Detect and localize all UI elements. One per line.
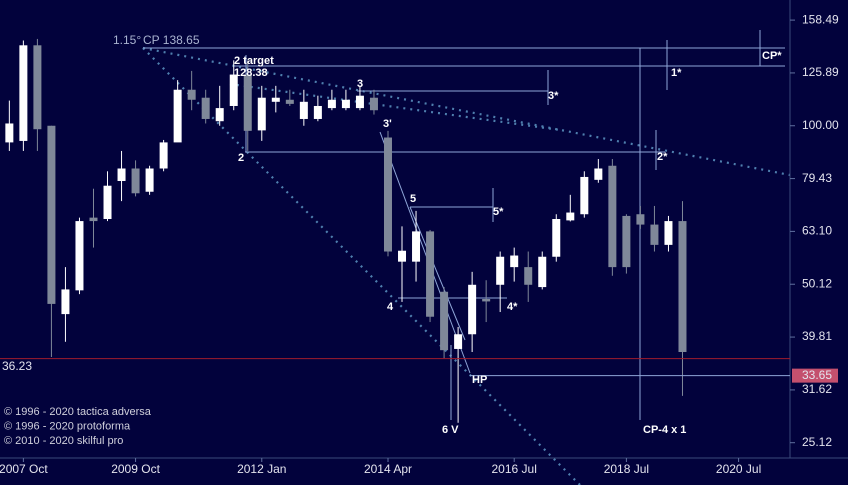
y-tick-label: 100.00 <box>802 118 839 132</box>
y-tick-label: 125.89 <box>802 65 839 79</box>
copyright: © 2010 - 2020 skilful pro <box>4 435 123 447</box>
candle-body <box>173 89 182 143</box>
candle-body <box>369 97 378 111</box>
annotation: CP* <box>762 50 782 62</box>
candle-body <box>383 137 392 252</box>
candle-body <box>75 221 84 291</box>
candle-body <box>608 165 617 268</box>
level-line <box>379 131 471 374</box>
y-tick-label: 25.12 <box>802 435 832 449</box>
candle-body <box>159 142 168 169</box>
candle-body <box>426 231 435 317</box>
candle-body <box>229 74 238 106</box>
candle-body <box>19 45 28 141</box>
candle-body <box>622 215 631 268</box>
annotation: 6 V <box>442 424 459 436</box>
candle-body <box>650 224 659 245</box>
candle-body <box>285 99 294 104</box>
annotation: 4* <box>507 301 518 313</box>
candle-body <box>313 105 322 119</box>
candle-body <box>257 97 266 131</box>
candle-body <box>636 214 645 225</box>
annotation: 5 <box>410 193 416 205</box>
candle-body <box>510 255 519 268</box>
candle-body <box>299 101 308 119</box>
candle-body <box>117 168 126 181</box>
trend-line <box>142 46 791 177</box>
price-label: 36.23 <box>2 359 32 373</box>
x-tick-label: 2009 Oct <box>111 462 160 476</box>
candle-body <box>187 89 196 100</box>
candle-body <box>552 219 561 257</box>
candle-body <box>496 256 505 285</box>
candle-body <box>580 176 589 215</box>
copyright: © 1996 - 2020 protoforma <box>4 420 131 432</box>
candle-body <box>341 99 350 109</box>
price-label: 33.65 <box>802 368 832 382</box>
candle-body <box>145 168 154 192</box>
x-tick-label: 2007 Oct <box>0 462 48 476</box>
annotation: 3' <box>383 118 392 130</box>
annotation: 1.15° <box>113 33 141 47</box>
x-tick-label: 2014 Apr <box>364 462 412 476</box>
annotation: 2 <box>238 152 244 164</box>
candle-body <box>412 231 421 262</box>
candle-body <box>594 168 603 180</box>
x-tick-label: 2018 Jul <box>604 462 649 476</box>
candle-body <box>482 298 491 302</box>
candle-body <box>440 291 449 351</box>
candle-body <box>33 45 42 130</box>
annotation: 128.38 <box>234 67 268 79</box>
level-line <box>409 206 466 341</box>
x-tick-label: 2020 Jul <box>716 462 761 476</box>
y-tick-label: 50.12 <box>802 276 832 290</box>
candle-body <box>468 284 477 335</box>
candle-body <box>103 185 112 220</box>
candle-body <box>566 212 575 221</box>
candle-body <box>131 168 140 194</box>
candle-body <box>524 267 533 285</box>
annotation: 5* <box>493 206 504 218</box>
candle-body <box>454 334 463 349</box>
copyright: © 1996 - 2020 tactica adversa <box>4 406 152 418</box>
price-label-box <box>792 368 838 383</box>
y-tick-label: 158.49 <box>802 12 839 26</box>
annotation: HP <box>472 374 487 386</box>
candle-body <box>215 108 224 122</box>
candle-body <box>243 74 252 131</box>
annotation: 4 <box>387 301 394 313</box>
x-tick-label: 2016 Jul <box>492 462 537 476</box>
candle-body <box>61 289 70 315</box>
candle-body <box>89 217 98 222</box>
candle-body <box>678 221 687 353</box>
candle-body <box>271 97 280 102</box>
annotation: 1* <box>671 67 682 79</box>
y-tick-label: 63.10 <box>802 224 832 238</box>
annotation: 3* <box>548 90 559 102</box>
trend-line <box>142 47 581 485</box>
candle-body <box>355 95 364 109</box>
y-tick-label: 79.43 <box>802 171 832 185</box>
annotation: 3 <box>357 78 363 90</box>
annotation: CP 138.65 <box>143 33 200 47</box>
candle-body <box>5 123 14 143</box>
candle-body <box>47 125 56 304</box>
annotation: CP-4 x 1 <box>643 424 686 436</box>
annotation: 2* <box>657 151 668 163</box>
annotation: 2 target <box>234 55 274 67</box>
drawing-tools <box>142 30 791 485</box>
candle-body <box>201 97 210 119</box>
candle-body <box>327 99 336 109</box>
y-tick-label: 39.81 <box>802 329 832 343</box>
candles <box>5 38 687 423</box>
y-tick-label: 31.62 <box>802 382 832 396</box>
candle-body <box>398 250 407 262</box>
x-tick-label: 2012 Jan <box>237 462 286 476</box>
candle-body <box>664 221 673 245</box>
candle-body <box>538 256 547 288</box>
